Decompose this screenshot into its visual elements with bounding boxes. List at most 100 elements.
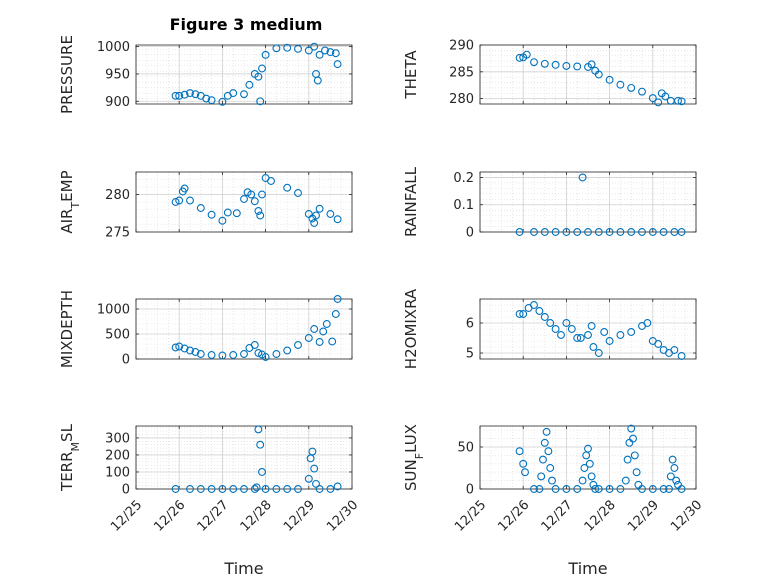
subplot-terr-msl: 0 100 200 300 12/25 12/26 12/27 12/28 12/29 12/30…	[58, 423, 361, 578]
data-point	[258, 190, 266, 199]
data-point	[294, 485, 302, 493]
data-point	[256, 440, 265, 449]
data-point	[530, 485, 538, 493]
data-point	[250, 197, 259, 206]
data-point	[515, 228, 524, 236]
data-point	[261, 50, 270, 59]
data-point	[313, 76, 322, 85]
data-point	[310, 42, 319, 51]
data-point	[594, 228, 603, 236]
data-point	[254, 425, 263, 434]
data-point	[589, 343, 598, 351]
data-point	[331, 310, 340, 318]
data-point	[616, 485, 625, 493]
data-point	[638, 485, 646, 493]
data-point	[175, 91, 184, 100]
y-tick-label: 280	[449, 92, 474, 107]
data-point	[654, 98, 663, 107]
data-point	[218, 485, 227, 493]
data-point	[623, 455, 632, 464]
y-tick-label: 100	[105, 465, 130, 480]
data-point	[605, 228, 614, 236]
data-point	[315, 485, 324, 493]
data-point	[578, 173, 587, 182]
data-point	[283, 346, 292, 355]
data-point	[207, 210, 216, 219]
data-point	[605, 337, 614, 345]
data-point	[218, 216, 227, 225]
data-point	[180, 184, 189, 193]
data-point	[519, 310, 528, 318]
data-point	[283, 43, 292, 52]
y-tick-label: 50	[457, 441, 474, 456]
data-point	[515, 53, 524, 62]
data-point	[677, 352, 686, 360]
data-point	[672, 476, 681, 485]
data-point	[540, 59, 549, 68]
data-point	[546, 464, 555, 472]
y-tick-label: 0	[122, 353, 130, 368]
data-point	[319, 327, 328, 336]
data-point	[250, 341, 259, 349]
data-point	[310, 219, 319, 227]
data-point	[240, 485, 248, 493]
data-point	[519, 459, 528, 468]
y-tick-label: 200	[105, 448, 130, 463]
data-point	[333, 215, 342, 224]
data-point	[594, 485, 603, 493]
data-point	[294, 341, 302, 349]
data-point	[252, 483, 261, 492]
y-tick-label: 280	[105, 188, 130, 203]
data-point	[180, 90, 189, 99]
data-point	[666, 472, 675, 481]
data-point	[256, 211, 265, 220]
data-point	[548, 476, 556, 485]
x-tick-label: 12/25	[452, 498, 489, 535]
y-tick-label: 0	[466, 483, 474, 498]
subplot-h2omixra: 5 6 H2OMIXRA	[402, 288, 697, 369]
data-point	[621, 476, 630, 485]
y-tick-label: 1000	[97, 303, 130, 318]
data-point	[283, 183, 292, 192]
data-point	[322, 320, 331, 328]
x-tick-label: 12/26	[495, 498, 532, 535]
data-point	[573, 334, 582, 342]
data-point	[240, 350, 248, 358]
x-tick-label: 12/25	[108, 498, 145, 535]
data-point	[256, 97, 265, 106]
data-point	[522, 50, 531, 59]
data-point	[584, 228, 592, 236]
x-tick-label: 12/27	[195, 498, 232, 535]
y-tick-label: 285	[449, 65, 474, 80]
data-point	[171, 198, 180, 206]
data-point	[315, 338, 324, 346]
data-point	[202, 94, 211, 103]
data-point	[207, 485, 216, 493]
data-point	[562, 228, 571, 236]
data-point	[661, 92, 670, 101]
x-tick-label: 12/28	[238, 498, 275, 535]
data-point	[648, 485, 657, 493]
axes-box	[479, 425, 697, 490]
data-point	[304, 334, 313, 342]
data-point	[616, 228, 625, 236]
data-point	[674, 96, 682, 105]
axes-box	[135, 171, 353, 233]
data-point	[535, 307, 544, 315]
x-tick-label: 12/26	[151, 498, 188, 535]
data-point	[627, 83, 636, 92]
y-tick-label: 0.2	[453, 171, 474, 186]
data-point	[240, 195, 248, 203]
data-point	[207, 96, 216, 105]
data-series	[515, 301, 686, 360]
data-point	[551, 60, 560, 69]
data-point	[229, 89, 238, 98]
y-tick-label: 950	[105, 67, 130, 82]
data-point	[578, 476, 587, 485]
data-point	[308, 447, 317, 456]
data-point	[191, 348, 200, 356]
data-point	[304, 46, 313, 55]
y-tick-label: 290	[449, 39, 474, 54]
